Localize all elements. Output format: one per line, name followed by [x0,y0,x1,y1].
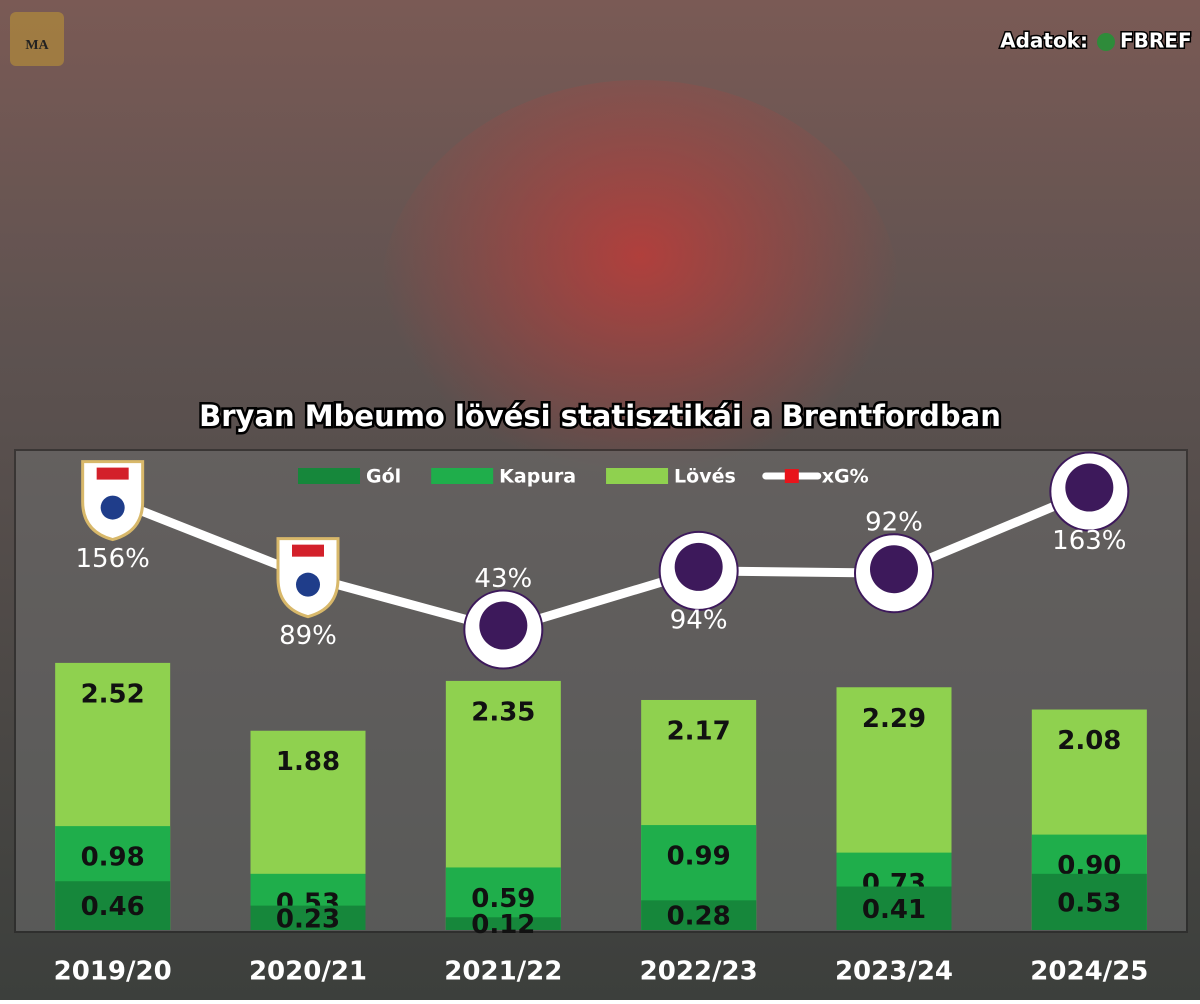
value-label: 0.53 [1057,888,1121,918]
legend-label: Gól [366,466,401,488]
x-tick-label: 2020/21 [249,957,367,987]
logo: MA [25,38,49,53]
bar [1031,873,1147,930]
bar [445,917,561,930]
legend-label: xG% [822,466,869,488]
value-label: 0.28 [667,902,731,932]
value-label: 2.17 [667,716,731,746]
league-badge-part [100,495,125,520]
value-label: 0.23 [276,904,340,934]
x-tick-label: 2023/24 [835,957,953,987]
legend-label: Lövés [674,466,736,488]
x-tick-label: 2024/25 [1030,957,1148,987]
league-badge [854,533,934,614]
xg-label: 156% [75,544,149,574]
value-label: 2.35 [471,697,535,727]
league-badge-part [296,572,320,597]
value-label: 2.52 [81,679,145,709]
bar [55,881,171,930]
league-badge [1049,451,1130,532]
legend-swatch [431,468,494,484]
legend-label: Kapura [499,466,576,488]
x-tick-label: 2022/23 [640,957,758,987]
league-badge [463,589,544,670]
xg-label: 43% [474,564,532,594]
xg-label: 94% [670,605,728,635]
xg-label: 163% [1052,526,1126,556]
xg-label: 89% [279,621,337,651]
league-badge-part [96,467,129,480]
league-badge [276,537,340,619]
league-badge [658,530,739,611]
value-label: 0.98 [81,843,145,873]
league-badge-part [674,542,723,591]
legend-marker [784,469,799,483]
value-label: 2.29 [862,704,926,734]
league-badge-part [870,545,918,594]
value-label: 0.12 [471,910,535,940]
league-badge-part [1065,463,1114,512]
legend-swatch [298,468,360,484]
legend-swatch [606,468,669,484]
source: FBREF [1120,29,1192,53]
value-label: 0.59 [471,884,535,914]
value-label: 0.46 [81,892,145,922]
x-tick-label: 2019/20 [54,957,172,987]
value-label: 2.08 [1057,726,1121,756]
league-badge [81,460,145,542]
league-badge-part [479,601,528,650]
value-label: 0.41 [862,895,926,925]
bar [836,886,952,930]
league-badge-part [292,544,324,557]
source-label: Adatok: [1000,29,1088,53]
value-label: 1.88 [276,747,340,777]
x-tick-label: 2021/22 [444,957,562,987]
chart-title: Bryan Mbeumo lövési statisztikái a Brent… [199,399,1001,433]
bar [250,905,366,930]
logo-box [10,12,64,66]
photo-accent [380,80,900,520]
source-icon [1097,33,1115,51]
bar [641,900,757,930]
value-label: 0.99 [667,842,731,872]
xg-label: 92% [865,508,923,538]
